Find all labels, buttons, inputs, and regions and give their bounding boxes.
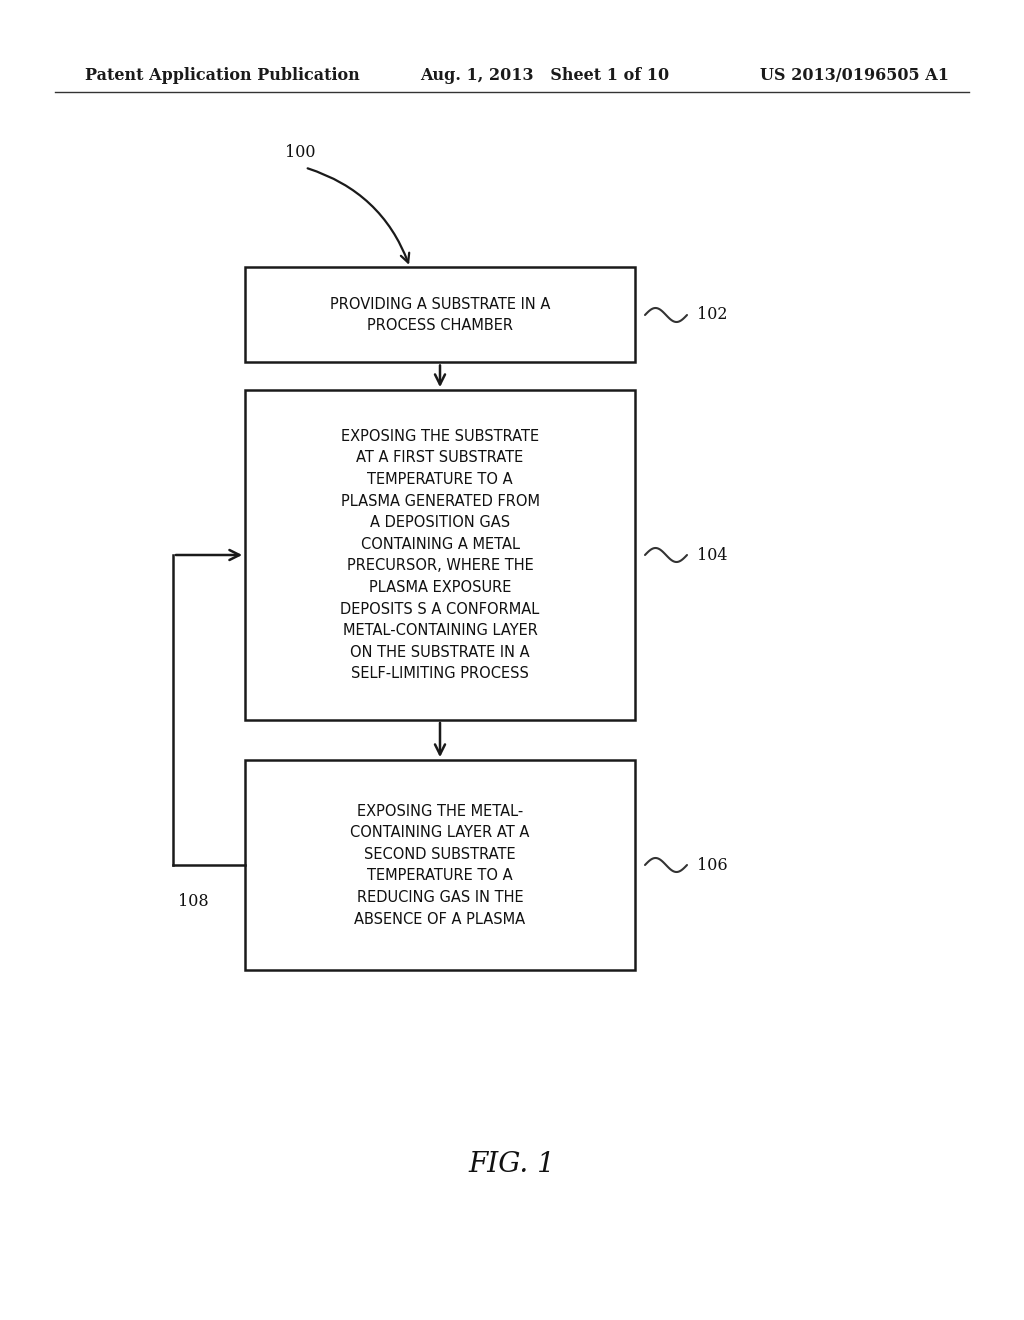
Text: FIG. 1: FIG. 1 — [469, 1151, 555, 1179]
Text: EXPOSING THE SUBSTRATE
AT A FIRST SUBSTRATE
TEMPERATURE TO A
PLASMA GENERATED FR: EXPOSING THE SUBSTRATE AT A FIRST SUBSTR… — [340, 429, 540, 681]
Text: PROVIDING A SUBSTRATE IN A
PROCESS CHAMBER: PROVIDING A SUBSTRATE IN A PROCESS CHAMB… — [330, 297, 550, 333]
Bar — [245, 268, 635, 363]
Text: 108: 108 — [178, 894, 209, 909]
Text: 104: 104 — [697, 546, 727, 564]
Text: 106: 106 — [697, 857, 728, 874]
Text: US 2013/0196505 A1: US 2013/0196505 A1 — [760, 66, 949, 83]
Bar — [245, 389, 635, 719]
Text: Patent Application Publication: Patent Application Publication — [85, 66, 359, 83]
Text: Aug. 1, 2013   Sheet 1 of 10: Aug. 1, 2013 Sheet 1 of 10 — [420, 66, 669, 83]
Text: EXPOSING THE METAL-
CONTAINING LAYER AT A
SECOND SUBSTRATE
TEMPERATURE TO A
REDU: EXPOSING THE METAL- CONTAINING LAYER AT … — [350, 804, 529, 927]
Text: 100: 100 — [285, 144, 315, 161]
Text: 102: 102 — [697, 306, 727, 323]
Bar — [245, 760, 635, 970]
